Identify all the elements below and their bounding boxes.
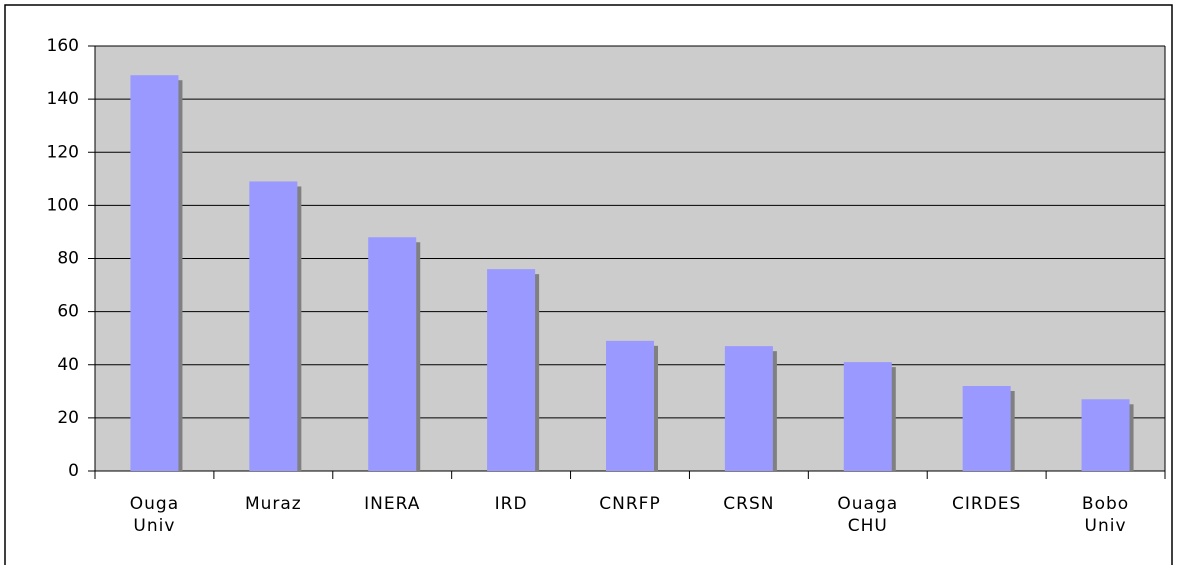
- bar: [843, 362, 892, 471]
- bar: [606, 340, 654, 471]
- y-tick-label: 140: [47, 89, 79, 109]
- bar: [249, 181, 298, 471]
- bar: [487, 269, 536, 471]
- y-tick-label: 160: [47, 36, 79, 56]
- y-tick-label: 60: [57, 302, 79, 322]
- bar: [962, 386, 1011, 471]
- y-tick-label: 0: [68, 461, 79, 481]
- y-tick-label: 120: [47, 142, 79, 162]
- y-tick-label: 80: [57, 249, 79, 269]
- bar: [724, 346, 773, 471]
- x-tick-label: Ouaga CHU: [837, 494, 899, 536]
- x-tick-label: IRD: [494, 494, 528, 514]
- x-tick-label: INERA: [364, 494, 421, 514]
- bar: [130, 75, 179, 471]
- x-tick-label: Muraz: [244, 494, 302, 514]
- x-tick-label: CRSN: [723, 494, 775, 514]
- y-tick-label: 100: [47, 195, 79, 215]
- x-tick-label: Ouga Univ: [129, 494, 180, 536]
- x-tick-label: Bobo Univ: [1081, 494, 1130, 536]
- y-tick-label: 40: [57, 355, 79, 375]
- bar: [1081, 399, 1130, 471]
- bar: [368, 237, 417, 471]
- y-tick-label: 20: [57, 408, 79, 428]
- chart-border: [4, 4, 1173, 565]
- x-tick-label: CNRFP: [599, 494, 661, 514]
- x-tick-label: CIRDES: [951, 494, 1022, 514]
